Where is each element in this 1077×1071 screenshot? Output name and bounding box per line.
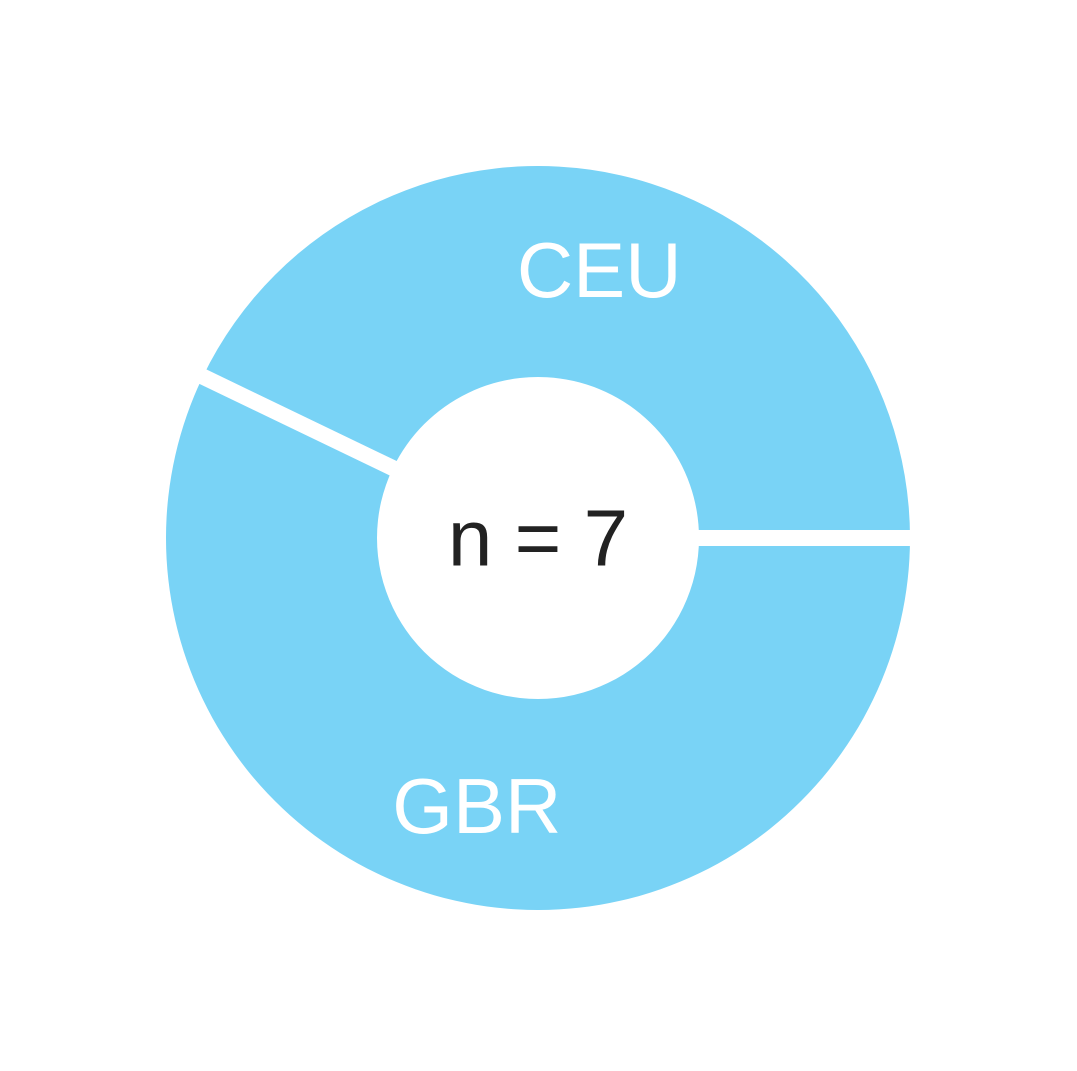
slice-label-gbr: GBR — [392, 762, 561, 850]
slices-layer — [165, 166, 914, 911]
center-label: n = 7 — [448, 494, 628, 583]
slice-gbr — [165, 376, 910, 911]
labels-layer: CEU GBR — [392, 226, 681, 850]
slice-ceu — [202, 166, 910, 538]
slice-separator — [195, 367, 399, 477]
slice-label-ceu: CEU — [517, 226, 682, 314]
